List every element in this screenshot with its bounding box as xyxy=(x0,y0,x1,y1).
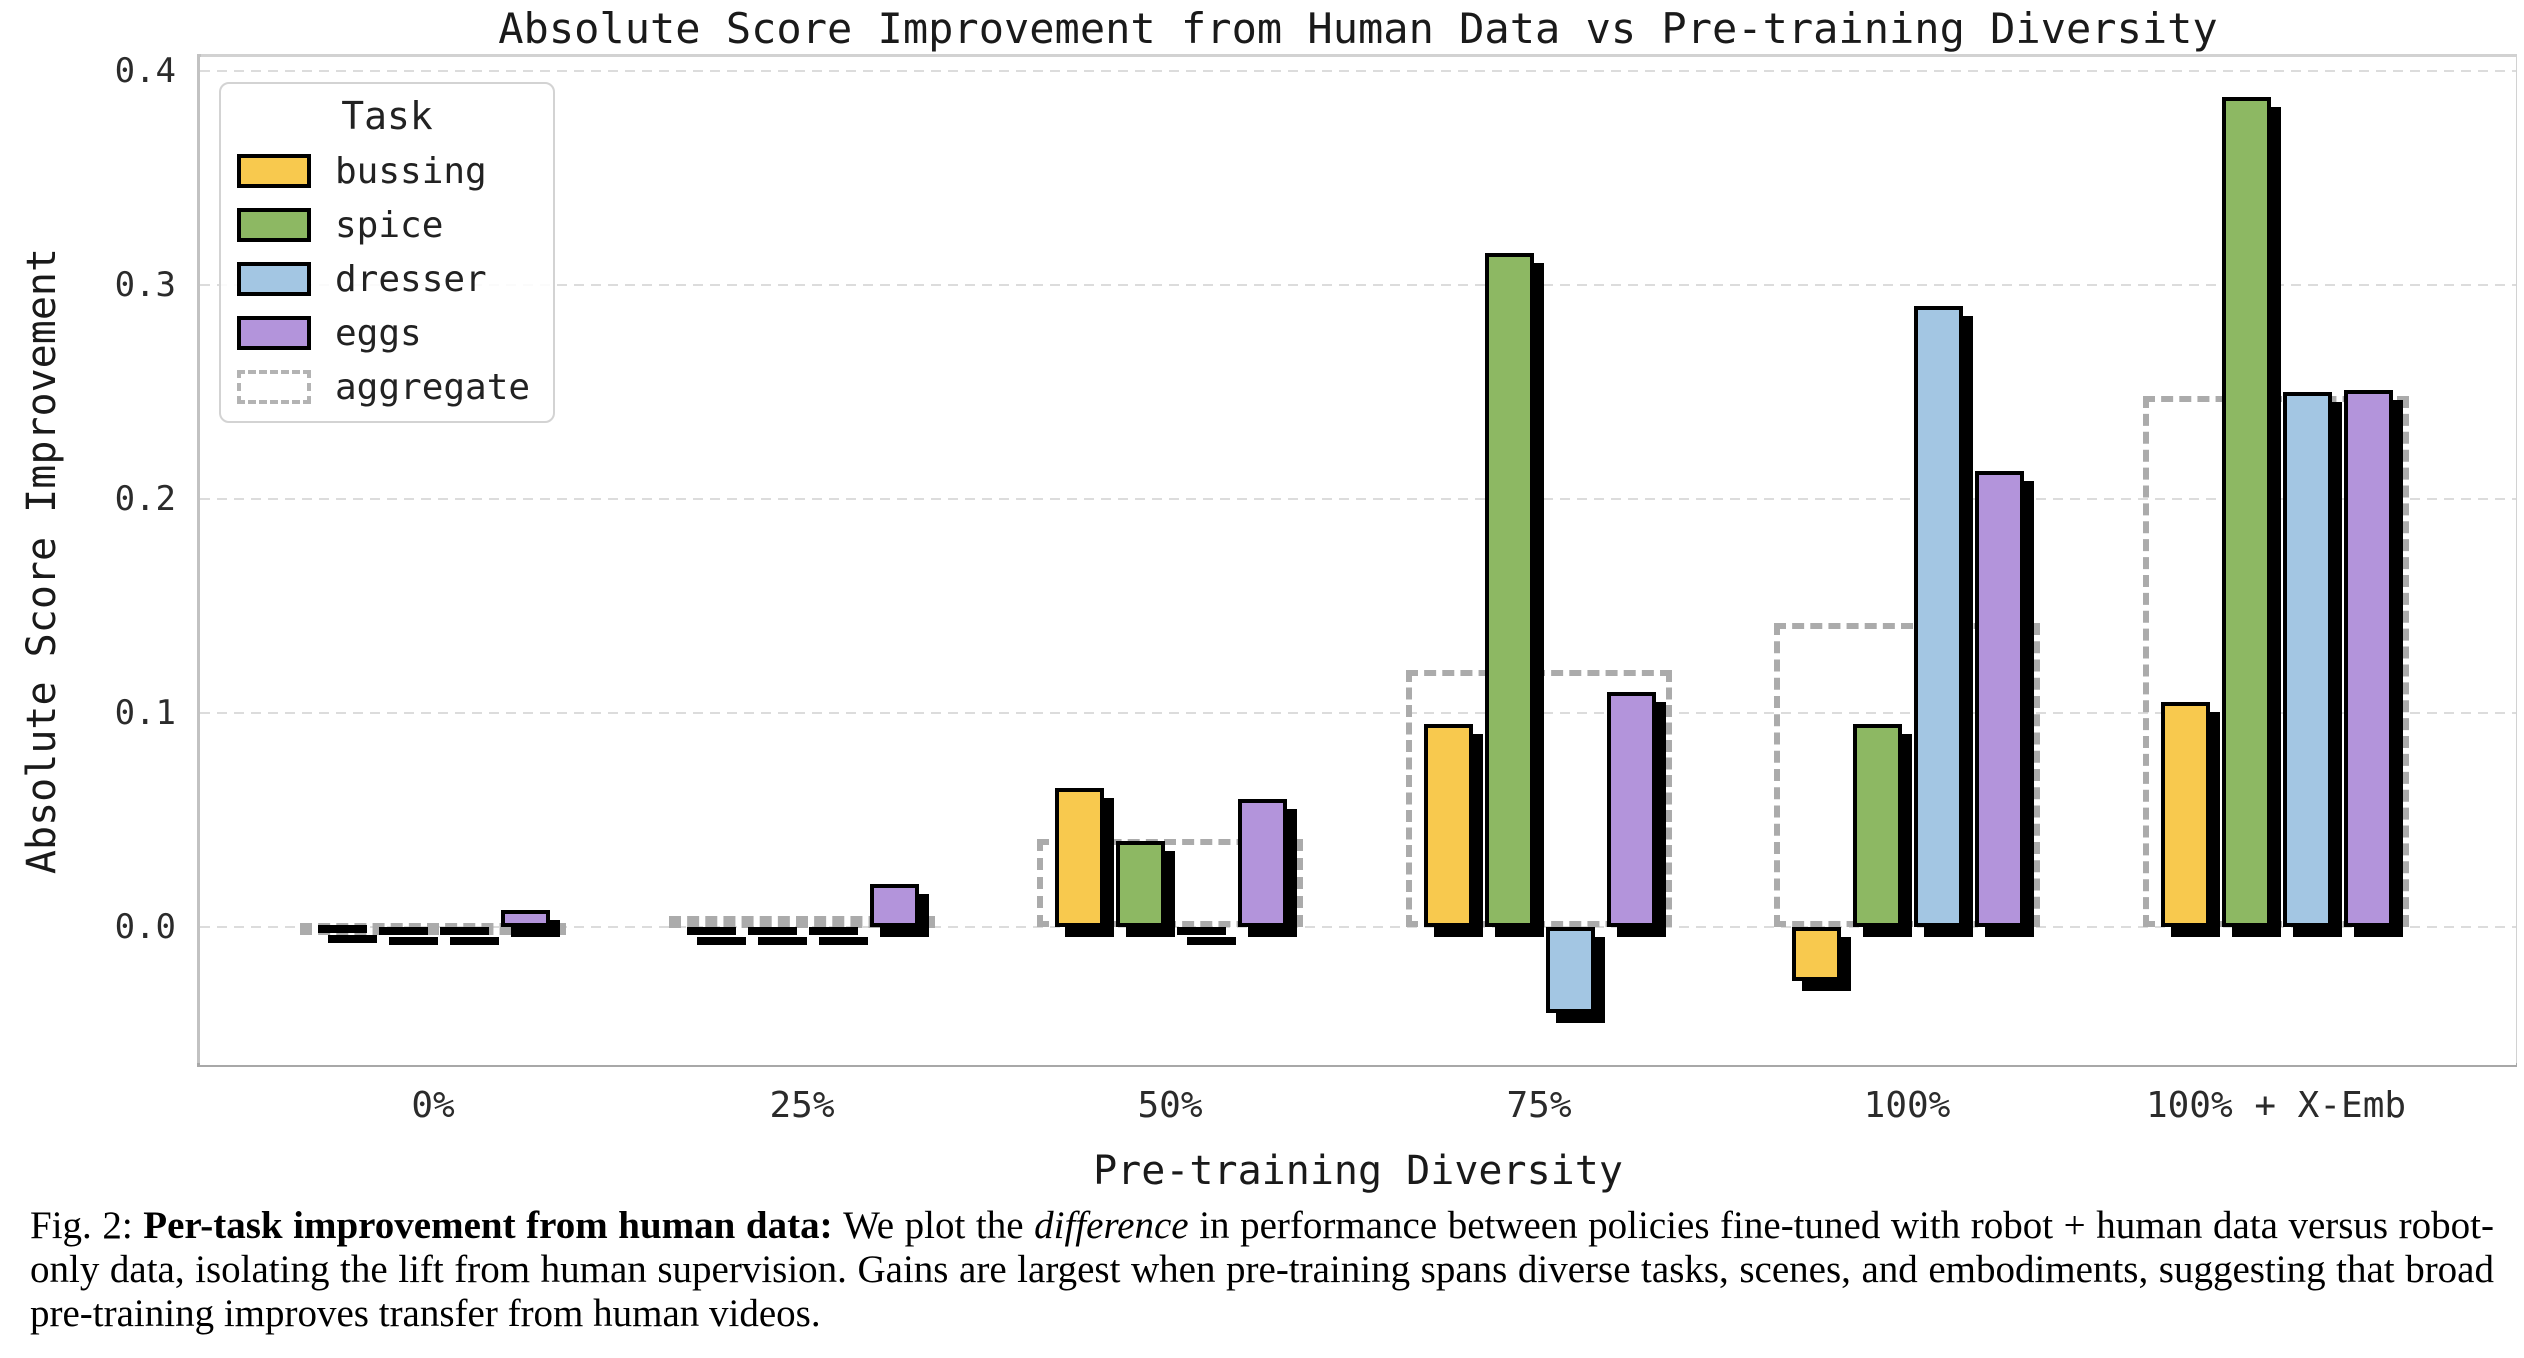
legend-swatch-bussing xyxy=(237,154,311,188)
y-tick-label: 0.4 xyxy=(114,51,176,91)
figure-caption: Fig. 2: Per-task improvement from human … xyxy=(30,1204,2494,1336)
gridline-y-0.1 xyxy=(200,712,2516,714)
aggregate-box-100% xyxy=(1774,623,2040,927)
legend-label-spice: spice xyxy=(335,204,444,246)
bar-bussing-0% xyxy=(317,924,367,933)
bar-bussing-75% xyxy=(1423,723,1473,927)
plot-spine-left xyxy=(197,54,201,1067)
bar-dresser-25% xyxy=(808,927,858,935)
gridline-y-0.2 xyxy=(200,498,2516,500)
bar-eggs-100% + X-Emb xyxy=(2343,389,2393,927)
caption-bold-lead: Per-task improvement from human data: xyxy=(143,1204,844,1247)
y-tick-label: 0.0 xyxy=(114,907,176,947)
legend-row-bussing: bussing xyxy=(221,144,553,198)
bar-dresser-100% + X-Emb xyxy=(2282,392,2332,927)
caption-body-post: in performance between policies fine-tun… xyxy=(30,1204,2494,1335)
aggregate-box-0% xyxy=(300,922,566,935)
caption-body-pre: We plot the xyxy=(843,1204,1035,1247)
bar-bussing-100% xyxy=(1791,927,1841,981)
aggregate-box-25% xyxy=(669,916,935,929)
gridline-y-0.4 xyxy=(200,70,2516,72)
legend-row-dresser: dresser xyxy=(221,252,553,306)
x-tick-label: 0% xyxy=(411,1085,455,1126)
bar-spice-100% + X-Emb xyxy=(2221,96,2271,927)
bar-bussing-50% xyxy=(1054,787,1104,927)
legend-label-bussing: bussing xyxy=(335,150,487,192)
legend-label-dresser: dresser xyxy=(335,258,487,300)
bar-bussing-100% + X-Emb xyxy=(2160,702,2210,927)
plot-spine-bottom xyxy=(197,1063,2517,1067)
legend-swatch-eggs xyxy=(237,316,311,350)
y-tick-label: 0.3 xyxy=(114,265,176,305)
legend-swatch-dresser xyxy=(237,262,311,296)
caption-italic-word: difference xyxy=(1034,1204,1189,1247)
x-axis-title: Pre-training Diversity xyxy=(1093,1148,1623,1194)
bar-dresser-75% xyxy=(1545,927,1595,1013)
bar-spice-50% xyxy=(1115,841,1165,927)
legend-label-eggs: eggs xyxy=(335,312,422,354)
aggregate-box-100% + X-Emb xyxy=(2143,396,2409,927)
aggregate-box-75% xyxy=(1406,670,1672,927)
plot-spine-top xyxy=(197,54,2517,57)
bar-eggs-75% xyxy=(1606,691,1656,927)
legend-title: Task xyxy=(341,94,433,138)
bar-dresser-50% xyxy=(1176,927,1226,935)
bar-eggs-25% xyxy=(869,884,919,927)
legend-swatch-aggregate xyxy=(237,370,311,404)
gridline-y-0.3 xyxy=(200,284,2516,286)
legend-label-aggregate: aggregate xyxy=(335,366,531,408)
bar-spice-100% xyxy=(1852,723,1902,927)
y-tick-label: 0.1 xyxy=(114,693,176,733)
bar-spice-25% xyxy=(747,927,797,935)
legend-row-aggregate: aggregate xyxy=(221,360,553,414)
bar-spice-75% xyxy=(1484,252,1534,927)
x-tick-label: 25% xyxy=(769,1085,835,1126)
x-tick-label: 75% xyxy=(1506,1085,1572,1126)
legend-swatch-spice xyxy=(237,208,311,242)
legend-row-eggs: eggs xyxy=(221,306,553,360)
x-tick-label: 100% + X-Emb xyxy=(2145,1085,2407,1126)
bar-spice-0% xyxy=(378,927,428,935)
bar-eggs-100% xyxy=(1974,471,2024,927)
bar-eggs-50% xyxy=(1237,798,1287,927)
legend: Task bussing spice dresser eggs aggregat… xyxy=(219,82,555,423)
x-tick-label: 100% xyxy=(1863,1085,1951,1126)
chart-title: Absolute Score Improvement from Human Da… xyxy=(498,4,2218,53)
bar-dresser-0% xyxy=(439,927,489,935)
aggregate-box-50% xyxy=(1037,839,1303,927)
x-tick-label: 50% xyxy=(1137,1085,1203,1126)
legend-row-spice: spice xyxy=(221,198,553,252)
y-tick-label: 0.2 xyxy=(114,479,176,519)
plot-area xyxy=(200,57,2516,1065)
bar-bussing-25% xyxy=(686,927,736,935)
caption-fig-label: Fig. 2: xyxy=(30,1204,144,1247)
gridline-y-0.0 xyxy=(200,926,2516,928)
bar-dresser-100% xyxy=(1913,306,1963,927)
y-axis-title: Absolute Score Improvement xyxy=(19,247,65,875)
bar-eggs-0% xyxy=(500,909,550,927)
